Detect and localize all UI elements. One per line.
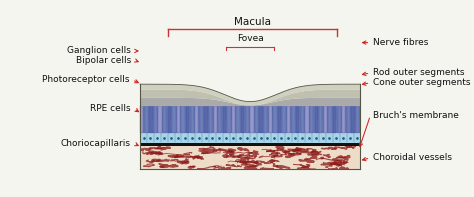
Bar	[237, 106, 240, 133]
Bar	[191, 106, 194, 133]
Bar	[182, 106, 185, 133]
Text: Bipolar cells: Bipolar cells	[76, 56, 131, 65]
Bar	[250, 106, 254, 133]
Text: Ganglion cells: Ganglion cells	[67, 46, 131, 55]
Text: Nerve fibres: Nerve fibres	[374, 38, 428, 47]
Bar	[315, 106, 318, 133]
Bar	[310, 106, 313, 133]
Bar	[145, 106, 148, 133]
Bar	[213, 106, 217, 133]
Polygon shape	[140, 89, 360, 106]
Bar	[204, 106, 208, 133]
Bar	[168, 106, 171, 133]
Bar	[228, 106, 231, 133]
Bar	[140, 143, 360, 146]
Bar	[264, 106, 267, 133]
Polygon shape	[140, 98, 360, 106]
Bar	[186, 106, 189, 133]
Text: Choriocapillaris: Choriocapillaris	[61, 139, 131, 148]
Bar	[218, 106, 221, 133]
Bar	[259, 106, 263, 133]
Bar	[140, 133, 360, 143]
Bar	[296, 106, 300, 133]
Bar	[292, 106, 295, 133]
Bar	[301, 106, 304, 133]
Text: Photoreceptor cells: Photoreceptor cells	[42, 75, 129, 84]
Bar	[177, 106, 180, 133]
Bar	[154, 106, 157, 133]
Bar	[172, 106, 175, 133]
Bar	[140, 106, 143, 133]
Text: Fovea: Fovea	[237, 34, 264, 43]
Text: Choroidal vessels: Choroidal vessels	[374, 153, 452, 162]
Bar	[269, 106, 272, 133]
Bar	[273, 106, 276, 133]
Bar	[255, 106, 258, 133]
Bar	[223, 106, 226, 133]
Bar	[163, 106, 166, 133]
Bar	[351, 106, 355, 133]
Bar	[319, 106, 322, 133]
Bar	[158, 106, 162, 133]
Bar	[209, 106, 212, 133]
Bar	[200, 106, 203, 133]
Bar	[287, 106, 290, 133]
Text: RPE cells: RPE cells	[90, 104, 131, 113]
Bar	[140, 106, 360, 133]
Bar	[283, 106, 286, 133]
Bar	[333, 106, 336, 133]
Text: Bruch's membrane: Bruch's membrane	[374, 111, 459, 120]
Bar	[246, 106, 249, 133]
Bar	[337, 106, 341, 133]
Bar	[140, 146, 360, 169]
Text: Rod outer segments: Rod outer segments	[374, 68, 465, 77]
Bar	[232, 106, 235, 133]
Bar	[305, 106, 309, 133]
Bar	[328, 106, 332, 133]
Text: Cone outer segments: Cone outer segments	[374, 78, 471, 87]
Bar	[356, 106, 359, 133]
Bar	[342, 106, 346, 133]
Bar	[241, 106, 245, 133]
Bar	[278, 106, 281, 133]
Bar	[195, 106, 199, 133]
Bar	[346, 106, 350, 133]
Polygon shape	[140, 84, 360, 106]
Bar	[149, 106, 153, 133]
Text: Macula: Macula	[234, 17, 271, 27]
Bar	[324, 106, 327, 133]
